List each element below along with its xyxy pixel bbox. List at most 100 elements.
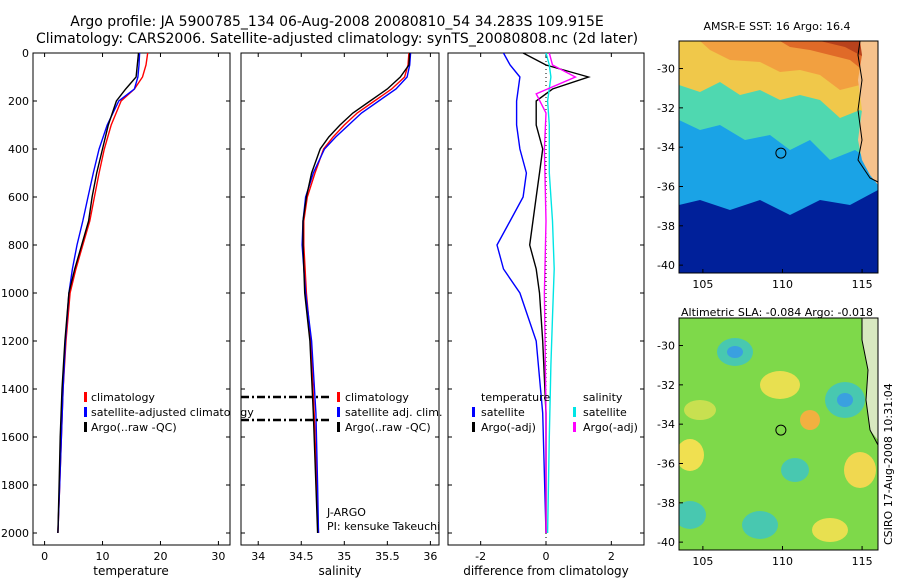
sst-coastline	[857, 40, 879, 183]
x-tick-label: 35.5	[375, 550, 400, 563]
y-tick-label: 1400	[1, 383, 29, 396]
title-line1: Argo profile: JA 5900785_134 06-Aug-2008…	[70, 14, 603, 30]
map-x-tick-label: 110	[772, 555, 793, 568]
series-line-argo-raw-qc-	[57, 53, 140, 534]
map-y-tick-label: -34	[657, 141, 675, 154]
salinity-axes	[240, 52, 440, 546]
annotation-pi: PI: kensuke Takeuchi	[327, 520, 440, 533]
x-tick-label: 34.5	[289, 550, 314, 563]
legend-swatch-sal-satellite	[573, 407, 576, 417]
legend-temp-argo: Argo(-adj)	[481, 421, 536, 434]
legend-label-climatology: climatology	[91, 391, 155, 404]
temperature-legend: climatology satellite-adjusted climatolo…	[84, 391, 254, 434]
legend-swatch-argo	[337, 422, 340, 432]
legend-temperature-header: temperature	[481, 391, 550, 404]
difference-xlabel: difference from climatology	[463, 564, 629, 578]
map-y-tick-label: -38	[657, 497, 675, 510]
temperature-axes	[32, 52, 231, 546]
series-line-temperature-satellite	[496, 53, 547, 534]
map-y-tick-label: -40	[657, 259, 675, 272]
map-y-tick-label: -32	[657, 102, 675, 115]
y-tick-label: 0	[22, 47, 29, 60]
map-x-tick-label: 110	[772, 278, 793, 291]
series-line-argo-raw-qc-	[302, 53, 411, 534]
difference-ticks: -2 0 2	[448, 52, 644, 563]
legend-swatch-satellite	[337, 407, 340, 417]
x-tick-label: 2	[608, 550, 615, 563]
y-tick-label: 200	[8, 95, 29, 108]
legend-swatch-temp-argo	[472, 422, 475, 432]
annotation-j-argo: J-ARGO	[326, 506, 366, 519]
credit: CSIRO 17-Aug-2008 10:31:04	[882, 383, 895, 545]
series-line-climatology	[57, 53, 149, 534]
map-y-tick-label: -30	[657, 63, 675, 76]
series-line-satellite-adj-clim-	[301, 53, 412, 534]
legend-swatch-climatology	[337, 392, 340, 402]
x-tick-label: 30	[211, 550, 225, 563]
map-y-tick-label: -36	[657, 180, 675, 193]
salinity-profiles	[301, 53, 412, 534]
series-line-salinity-argo-adj-	[535, 53, 578, 533]
series-line-climatology	[303, 53, 410, 534]
legend-label-satellite: satellite-adjusted climatology	[91, 406, 254, 419]
sla-map-title: Altimetric SLA: -0.084 Argo: -0.018	[681, 306, 873, 319]
y-tick-label: 2000	[1, 527, 29, 540]
legend-label-satellite: satellite adj. clim.	[345, 406, 442, 419]
title-line2: Climatology: CARS2006. Satellite-adjuste…	[36, 31, 638, 47]
sst-map-title: AMSR-E SST: 16 Argo: 16.4	[703, 20, 850, 33]
y-tick-label: 600	[8, 191, 29, 204]
legend-label-climatology: climatology	[345, 391, 409, 404]
legend-sal-satellite: satellite	[583, 406, 627, 419]
legend-label-argo: Argo(..raw -QC)	[91, 421, 177, 434]
salinity-ticks: 34 34.5 35 35.5 36	[241, 52, 439, 563]
map-x-tick-label: 105	[692, 278, 713, 291]
x-tick-label: 0	[41, 550, 48, 563]
x-tick-label: -2	[475, 550, 486, 563]
y-tick-label: 1200	[1, 335, 29, 348]
difference-legend: temperature satellite Argo(-adj) salinit…	[472, 391, 638, 434]
legend-swatch-climatology	[84, 392, 87, 402]
map-y-tick-label: -34	[657, 418, 675, 431]
temperature-xlabel: temperature	[93, 564, 168, 578]
map-y-tick-label: -32	[657, 379, 675, 392]
y-tick-label: 1800	[1, 479, 29, 492]
salinity-legend: climatology satellite adj. clim. Argo(..…	[241, 391, 442, 434]
map-y-tick-label: -40	[657, 536, 675, 549]
map-x-tick-label: 105	[692, 555, 713, 568]
map-x-tick-label: 115	[852, 555, 873, 568]
x-tick-label: 20	[153, 550, 167, 563]
series-line-temperature-argo-adj-	[522, 53, 591, 533]
map-y-tick-label: -30	[657, 340, 675, 353]
legend-temp-satellite: satellite	[481, 406, 525, 419]
sst-heatmap	[679, 41, 878, 273]
sst-map-ticks: 105 110 115 -30 -32 -34 -36 -38 -40	[657, 63, 873, 291]
sst-map-frame	[678, 40, 879, 274]
temperature-ticks: 0 10 20 30 0 200 400 600 800 1000 1200 1400 1600 1800…	[1, 47, 230, 563]
y-tick-label: 1600	[1, 431, 29, 444]
legend-swatch-temp-satellite	[472, 407, 475, 417]
map-x-tick-label: 115	[852, 278, 873, 291]
series-line-satellite-adjusted-climatology	[57, 53, 141, 534]
map-y-tick-label: -38	[657, 220, 675, 233]
sla-map-ticks: 105 110 115 -30 -32 -34 -36 -38 -40	[657, 340, 873, 568]
sla-map-frame	[678, 317, 879, 551]
legend-swatch-argo	[84, 422, 87, 432]
legend-swatch-satellite	[84, 407, 87, 417]
sst-argo-marker	[775, 147, 787, 159]
x-tick-label: 36	[423, 550, 437, 563]
legend-salinity-header: salinity	[583, 391, 623, 404]
series-line-salinity-satellite	[545, 53, 555, 534]
x-tick-label: 0	[543, 550, 550, 563]
x-tick-label: 10	[96, 550, 110, 563]
sla-heatmap	[679, 318, 878, 550]
sla-argo-marker	[775, 424, 787, 436]
x-tick-label: 34	[251, 550, 265, 563]
temperature-profiles	[57, 53, 149, 534]
y-tick-label: 800	[8, 239, 29, 252]
sla-coastline	[861, 318, 879, 446]
difference-profiles	[496, 53, 591, 534]
legend-swatch-sal-argo	[573, 422, 576, 432]
salinity-xlabel: salinity	[318, 564, 361, 578]
y-tick-label: 400	[8, 143, 29, 156]
